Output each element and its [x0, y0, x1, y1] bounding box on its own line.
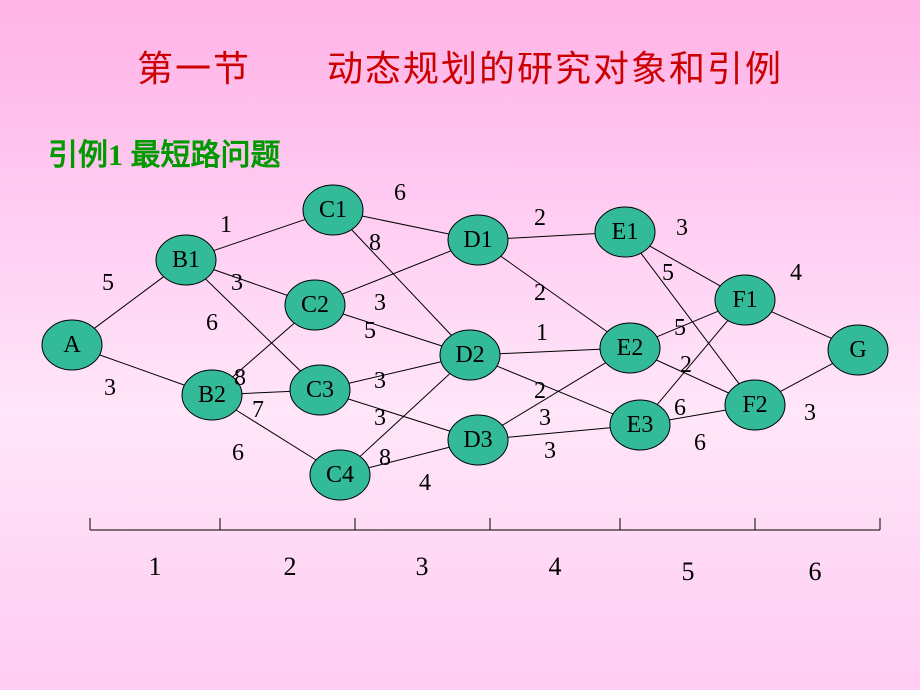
edge-D2-E2 [500, 349, 600, 353]
node-label-F1: F1 [732, 287, 757, 313]
node-label-B1: B1 [172, 247, 200, 273]
axis-label-0: 1 [149, 552, 162, 581]
edge-weight-B2-C3: 7 [252, 397, 264, 423]
node-label-F2: F2 [742, 392, 767, 418]
edge-E2-F2 [656, 360, 728, 393]
axis-label-4: 5 [682, 557, 695, 586]
node-label-D1: D1 [463, 227, 492, 253]
edge-weight-D3-E2: 3 [539, 405, 551, 431]
edge-E3-F1 [657, 320, 728, 404]
edge-weight-B1-C2: 3 [231, 270, 243, 296]
nodes: A B1 B2 C1 C2 C3 C4 D1 D2 D3 E1 E2 E3 F1 F2 G [42, 185, 888, 500]
edge-E1-F1 [650, 246, 720, 286]
axis-label-2: 3 [416, 552, 429, 581]
network-diagram: AB1B2C1C2C3C4D1D2D3E1E2E3F1F2G 531368766… [0, 0, 920, 690]
edge-D1-E2 [501, 256, 607, 332]
edge-weight-C1-D1: 6 [394, 180, 406, 206]
edge-weight-F1-G: 4 [790, 260, 802, 286]
edge-weight-D2-E2: 1 [536, 320, 548, 346]
edge-weight-A-B2: 3 [104, 375, 116, 401]
edge-weight-C1-D2: 8 [369, 230, 381, 256]
node-label-C1: C1 [319, 197, 347, 223]
node-label-C3: C3 [306, 377, 334, 403]
edge-weight-F2-G: 3 [804, 400, 816, 426]
edge-weight-C3-D2: 3 [374, 368, 386, 394]
edge-weight-E3-F2: 6 [694, 430, 706, 456]
edge-C3-D3 [348, 399, 450, 431]
node-label-G: G [849, 337, 866, 363]
edge-weight-E1-F1: 3 [676, 215, 688, 241]
axis-label-5: 6 [809, 557, 822, 586]
edge-weight-C3-D3: 3 [374, 405, 386, 431]
node-label-C4: C4 [326, 462, 354, 488]
edge-C2-D1 [342, 251, 451, 294]
node-label-A: A [63, 332, 81, 358]
edge-weight-C4-D2: 8 [379, 445, 391, 471]
edge-weight-B2-C4: 6 [232, 440, 244, 466]
edge-B1-C2 [214, 270, 288, 296]
edge-weight-B1-C1: 1 [220, 212, 232, 238]
axis-label-3: 4 [549, 552, 562, 581]
edge-weight-E3-F1: 6 [674, 395, 686, 421]
edge-weight-E2-F1: 5 [674, 315, 686, 341]
node-label-D3: D3 [463, 427, 492, 453]
edge-F1-G [771, 312, 831, 339]
node-label-E3: E3 [627, 412, 654, 438]
axis-label-1: 2 [284, 552, 297, 581]
node-label-C2: C2 [301, 292, 329, 318]
edge-B2-C3 [242, 391, 290, 393]
edge-F2-G [780, 363, 832, 391]
edge-weight-E1-F2: 5 [662, 260, 674, 286]
edge-weight-D2-E3: 2 [534, 378, 546, 404]
edge-weight-B1-C3: 6 [206, 310, 218, 336]
edge-weight-D3-E3: 3 [544, 438, 556, 464]
edge-D3-E2 [502, 363, 605, 426]
edge-D2-E3 [497, 366, 613, 414]
edge-D3-E3 [508, 428, 610, 437]
edge-weight-C4-D3: 4 [419, 470, 431, 496]
edge-B2-C4 [236, 410, 316, 460]
stage-axis: 1 2 3 4 5 6 [90, 518, 880, 586]
edge-weight-D1-E2: 2 [534, 280, 546, 306]
edge-weight-C2-D1: 3 [374, 290, 386, 316]
edge-D1-E1 [508, 234, 595, 239]
node-label-E1: E1 [612, 219, 639, 245]
edge-weight-B2-C2: 8 [234, 365, 246, 391]
edge-C2-D2 [343, 314, 442, 346]
edge-weight-A-B1: 5 [102, 270, 114, 296]
edge-B1-C3 [206, 279, 301, 371]
node-label-B2: B2 [198, 382, 226, 408]
edge-weight-D1-E1: 2 [534, 205, 546, 231]
edge-weight-C2-D2: 5 [364, 318, 376, 344]
edge-weight-E2-F2: 2 [680, 352, 692, 378]
node-label-E2: E2 [617, 335, 644, 361]
node-label-D2: D2 [455, 342, 484, 368]
edge-C3-D2 [349, 362, 441, 384]
